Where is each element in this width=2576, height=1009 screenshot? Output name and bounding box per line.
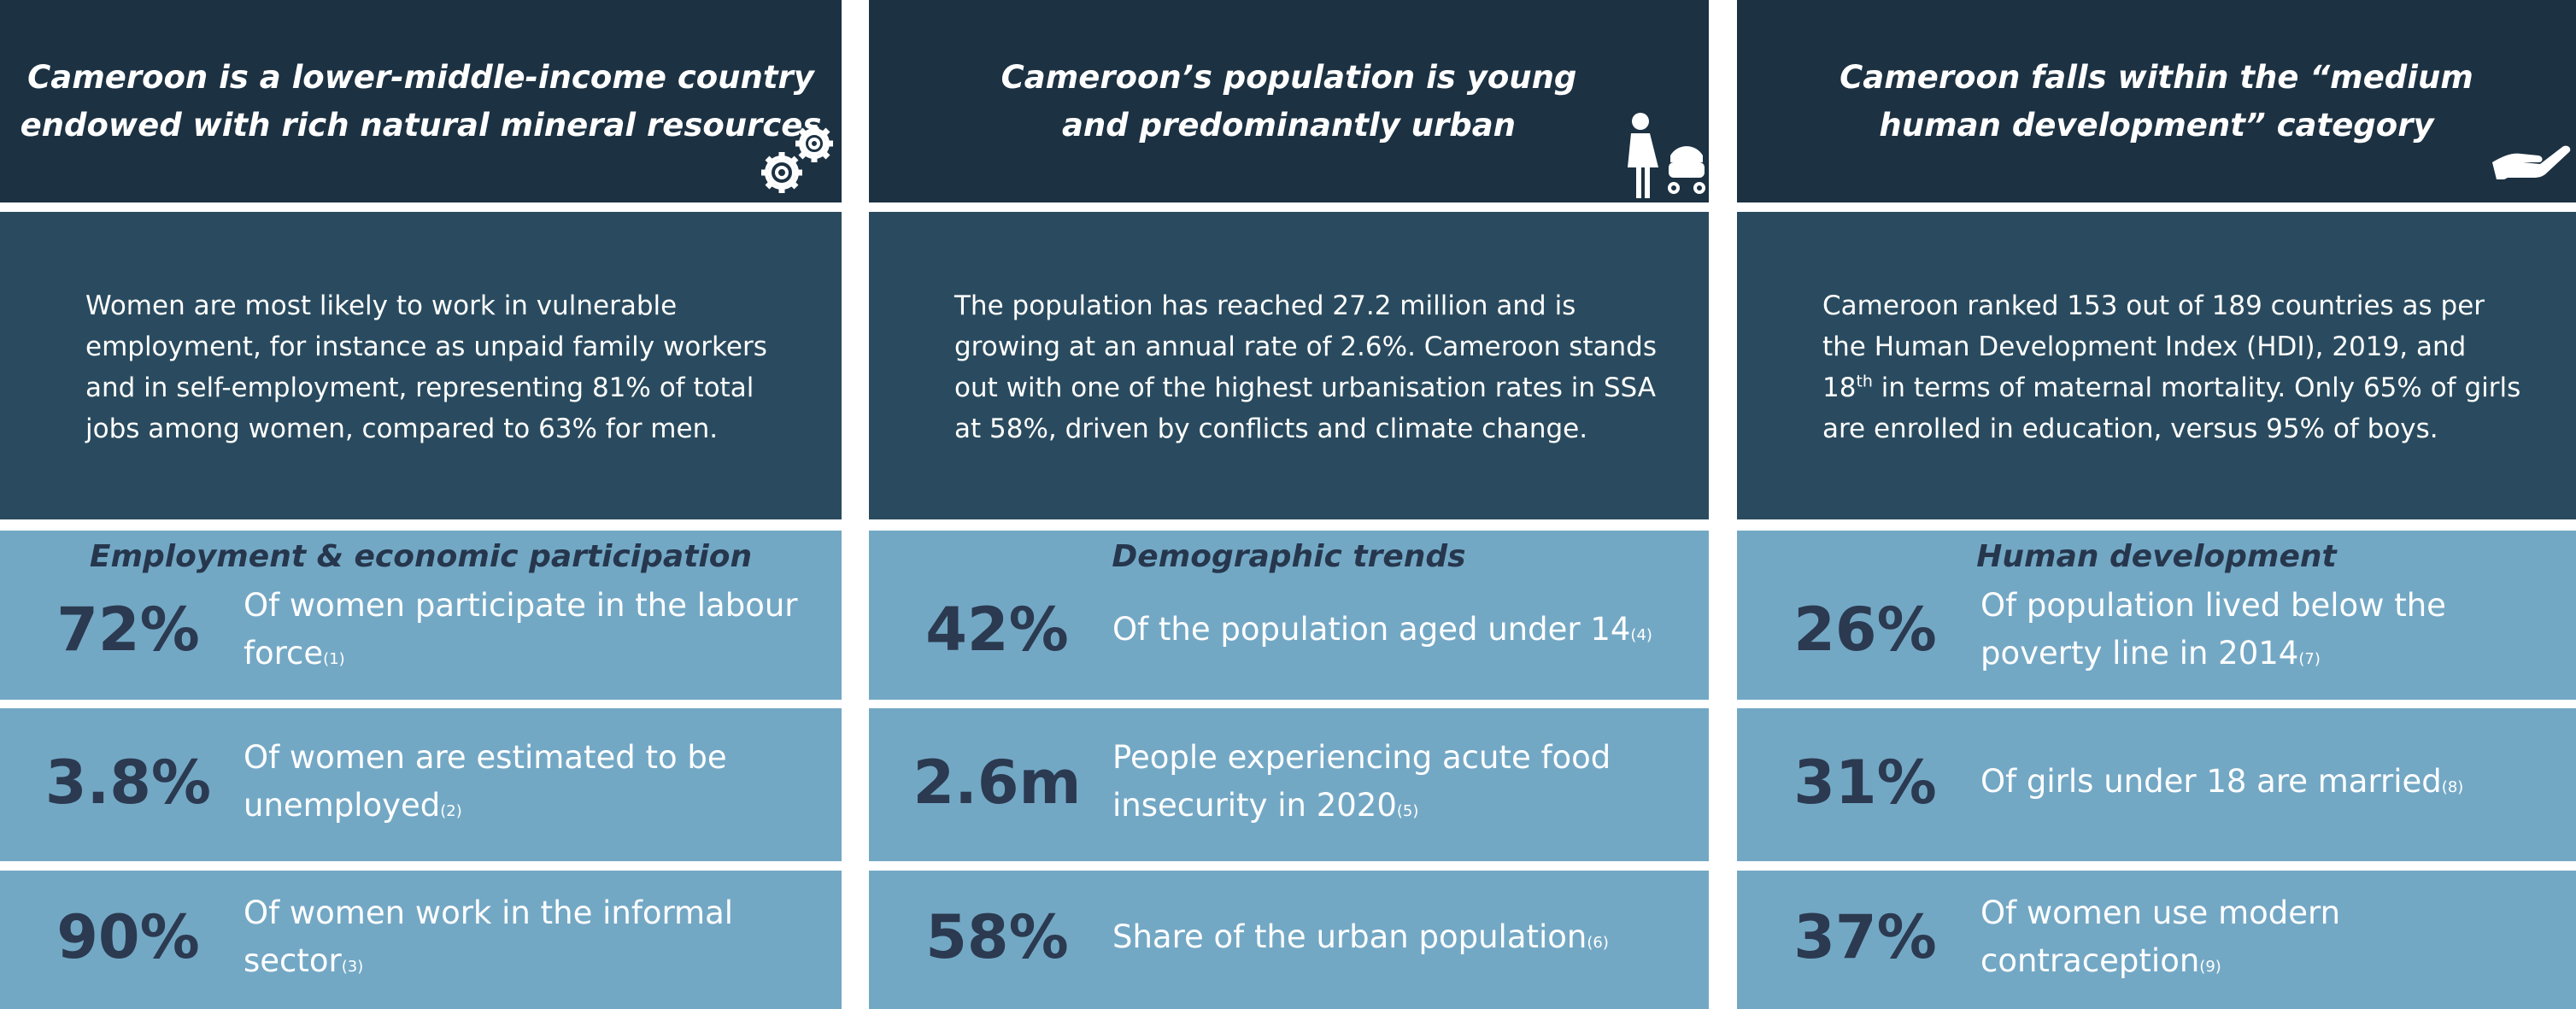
stat-description: People experiencing acute food insecurit… — [1112, 739, 1611, 824]
mother-stroller-icon — [1628, 113, 1705, 198]
header-line: Cameroon’s population is young — [1000, 58, 1577, 96]
stat-value: 31% — [1793, 747, 1937, 818]
description: The population has reached 27.2 million … — [869, 212, 1709, 519]
stat-text: Of women participate in the labour force… — [244, 582, 824, 683]
header: Cameroon’s population is young and predom… — [869, 0, 1709, 202]
description-text: in terms of maternal mortality. Only 65%… — [1822, 373, 2521, 444]
stat-value: 90% — [56, 902, 200, 972]
stat-description: Of girls under 18 are married — [1980, 763, 2442, 800]
section-title: Employment & economic participation — [89, 539, 753, 574]
stat-row: 2.6m People experiencing acute food insec… — [869, 708, 1709, 861]
stat-description: Of women are estimated to be unemployed — [244, 739, 727, 824]
footnote: (7) — [2298, 649, 2321, 668]
footnote: (3) — [341, 957, 364, 976]
stat-value: 2.6m — [912, 747, 1082, 818]
header-line: and predominantly urban — [1061, 106, 1517, 144]
stat-row: 58% Share of the urban population(6) — [869, 871, 1709, 1009]
stat-row: 90% Of women work in the informal sector(… — [0, 871, 842, 1009]
section-title: Human development — [1976, 539, 2337, 574]
header-line: Cameroon is a lower-middle-income countr… — [27, 58, 814, 96]
stat-row: 37% Of women use modern contraception(9) — [1737, 871, 2576, 1009]
stat-value: 37% — [1793, 902, 1937, 972]
footnote: (2) — [440, 802, 462, 820]
description: Cameroon ranked 153 out of 189 countries… — [1737, 212, 2576, 519]
stat-description: Of population lived below the poverty li… — [1980, 586, 2446, 672]
stat-row: 3.8% Of women are estimated to be unemplo… — [0, 708, 842, 861]
stat-row: 31% Of girls under 18 are married(8) — [1737, 708, 2576, 861]
stat-row: Demographic trends 42% Of the population a… — [869, 531, 1709, 700]
description: Women are most likely to work in vulnera… — [0, 212, 842, 519]
stat-description: Share of the urban population — [1112, 918, 1587, 955]
stat-text: Of the population aged under 14(4) — [1112, 606, 1692, 660]
stat-description: Of women participate in the labour force — [244, 586, 798, 672]
header-line: human development” category — [1879, 106, 2434, 144]
stat-value: 26% — [1793, 595, 1937, 665]
footnote: (4) — [1630, 625, 1652, 644]
header: Cameroon is a lower-middle-income countr… — [0, 0, 842, 202]
stat-text: Of women use modern contraception(9) — [1980, 889, 2559, 991]
stat-text: People experiencing acute food insecurit… — [1112, 734, 1692, 836]
hand-icon — [2492, 145, 2571, 179]
stat-description: Of the population aged under 14 — [1112, 610, 1631, 648]
superscript: th — [1856, 372, 1873, 391]
stat-value: 58% — [925, 902, 1069, 972]
stat-text: Of women are estimated to be unemployed(… — [244, 734, 824, 836]
stat-row: Human development 26% Of population lived … — [1737, 531, 2576, 700]
stat-description: Of women use modern contraception — [1980, 894, 2341, 979]
stat-text: Of girls under 18 are married(8) — [1980, 758, 2559, 812]
footnote: (9) — [2199, 957, 2221, 976]
description-text: Cameroon ranked 153 out of 189 countries… — [1822, 290, 2485, 403]
stat-value: 72% — [56, 595, 200, 665]
stat-value: 3.8% — [44, 747, 212, 818]
description-text: Women are most likely to work in vulnera… — [85, 290, 767, 444]
description-text: The population has reached 27.2 million … — [954, 290, 1657, 444]
stat-text: Of women work in the informal sector(3) — [244, 889, 824, 991]
header-line: Cameroon falls within the “medium — [1840, 58, 2473, 96]
footnote: (1) — [323, 649, 345, 668]
header-line: endowed with rich natural mineral resour… — [20, 106, 822, 144]
section-title: Demographic trends — [1112, 539, 1466, 574]
footnote: (5) — [1396, 802, 1419, 820]
gears-icon — [761, 125, 833, 193]
footnote: (8) — [2441, 778, 2464, 796]
stat-text: Share of the urban population(6) — [1112, 913, 1692, 967]
stat-text: Of population lived below the poverty li… — [1980, 582, 2559, 683]
stat-row: Employment & economic participation 72% Of… — [0, 531, 842, 700]
footnote: (6) — [1587, 933, 1609, 952]
header: Cameroon falls within the “medium human d… — [1737, 0, 2576, 202]
stat-description: Of women work in the informal sector — [244, 894, 734, 979]
stat-value: 42% — [925, 595, 1069, 665]
